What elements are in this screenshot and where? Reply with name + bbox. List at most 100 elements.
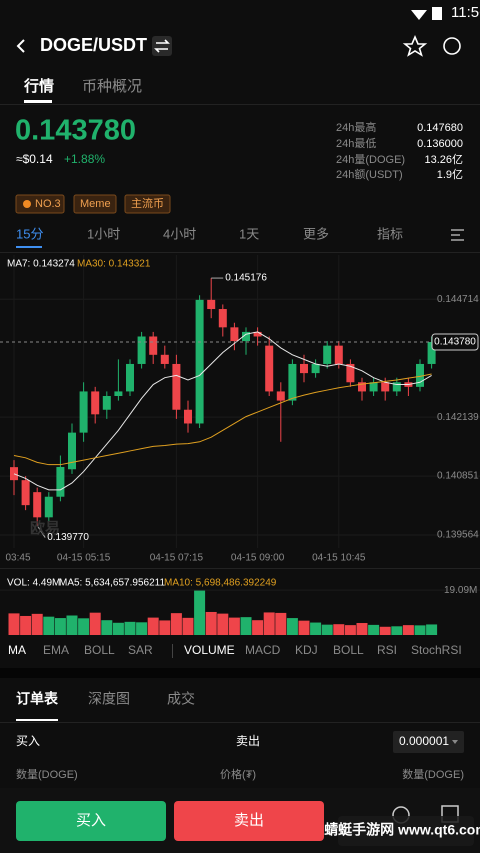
volume-bar [101,620,113,635]
candle-body [195,299,204,424]
status-time: 11:56 [451,4,480,21]
stat-label: 24h最低 [336,137,376,150]
candle-body [172,363,181,410]
tag[interactable] [124,194,171,214]
timeframe[interactable]: 1小时 [87,226,120,241]
buy-button-text: 买入 [76,812,106,829]
y-tick-label: 0.140851 [437,471,479,482]
tag-text: NO.3 [35,198,61,210]
tag-text: 主流币 [131,196,164,210]
indicator[interactable]: RSI [377,643,397,657]
order-tab[interactable]: 深度图 [88,691,130,707]
precision-value: 0.000001 [399,734,449,748]
candle-body [334,345,343,364]
swap-icon [154,39,170,53]
ma-line [13,373,432,466]
volume-bar [89,612,101,635]
timeframe[interactable]: 更多 [303,226,329,241]
candle-body [392,382,401,392]
indicator[interactable]: SAR [128,643,153,657]
swap-button[interactable] [152,36,172,56]
candle-body [218,309,227,328]
back-button[interactable] [16,39,25,53]
column-header: 数量(DOGE) [16,768,78,781]
volume-bar [344,625,356,635]
indicator[interactable]: MA [8,643,26,657]
book-sell: 卖出 [236,734,260,748]
tag[interactable] [15,194,65,214]
timeframe[interactable]: 指标 [377,226,403,241]
column-header: 价格(₮) [220,767,256,781]
indicator[interactable]: KDJ [295,643,318,657]
order-tab[interactable]: 成交 [167,691,195,707]
order-tab[interactable]: 订单表 [16,691,59,707]
candle-body [10,467,18,481]
divider [0,568,480,569]
volume-bar [217,613,229,635]
ma-line [13,331,432,491]
wifi-icon [411,10,427,20]
low-pointer [36,525,46,538]
ma-legend: MA7: 0.143274 [7,259,75,270]
timeframe[interactable]: 4小时 [163,226,196,241]
indicator[interactable]: EMA [43,643,69,657]
tag[interactable] [73,194,117,214]
precision-select[interactable] [393,731,464,753]
settings-button[interactable] [451,229,464,241]
volume-bar [402,625,414,635]
candle-body [79,391,88,433]
volume-bar [240,617,252,635]
tab[interactable]: 币种概况 [82,78,142,95]
share-button[interactable] [443,37,461,55]
price-change: +1.88% [64,152,105,166]
candle-body [300,363,308,374]
indicator[interactable]: MACD [245,643,281,657]
candle-body [253,331,262,337]
x-tick-label: 04-15 09:00 [231,553,285,564]
fiat-price: ≈$0.14 [16,152,53,166]
divider [0,104,480,105]
divider [0,722,480,723]
fire-icon [23,200,31,208]
favorite-button[interactable] [402,34,428,57]
volume-bar [286,618,298,635]
watermark-bg [338,816,474,846]
timeframe[interactable]: 1天 [239,226,259,241]
indicator[interactable]: BOLL [333,643,364,657]
last-price-label: 0.143780 [434,337,476,348]
volume-bar [252,620,264,635]
vol-legend: MA10: 5,698,486.392249 [164,578,277,589]
column-header: 数量(DOGE) [402,768,464,781]
indicator[interactable]: VOLUME [184,643,235,657]
vol-legend: MA5: 5,634,657.956211 [59,578,165,589]
indicator[interactable]: StochRSI [411,643,462,657]
candle-body [102,396,111,410]
tag-text: Meme [80,198,111,210]
buy-button[interactable] [16,801,166,841]
volume-bar [194,590,206,635]
candle-body [184,409,192,424]
site-watermark: 蜻蜓手游网 www.qt6.com [324,822,480,838]
indicator[interactable]: BOLL [84,643,115,657]
volume-bar [333,624,345,635]
pair-title: DOGE/USDT [40,35,147,55]
last-price: 0.143780 [15,115,136,147]
candle-body [68,432,76,470]
volume-bar [263,612,275,635]
volume-bar [298,620,310,635]
timeframe[interactable]: 15分 [16,226,43,241]
y-tick-label: 0.142139 [437,412,479,423]
order-tab-indicator [16,719,58,721]
candle-body [33,492,42,518]
tab[interactable]: 行情 [23,77,54,95]
vol-legend: VOL: 4.49M [7,578,60,589]
book-buy: 买入 [16,734,40,748]
sell-button[interactable] [174,801,324,841]
sell-button-text: 卖出 [234,812,264,829]
volume-bar [356,623,368,635]
volume-bar [275,612,287,635]
volume-bar [136,622,148,635]
x-tick-label: 04-15 07:15 [150,553,204,564]
